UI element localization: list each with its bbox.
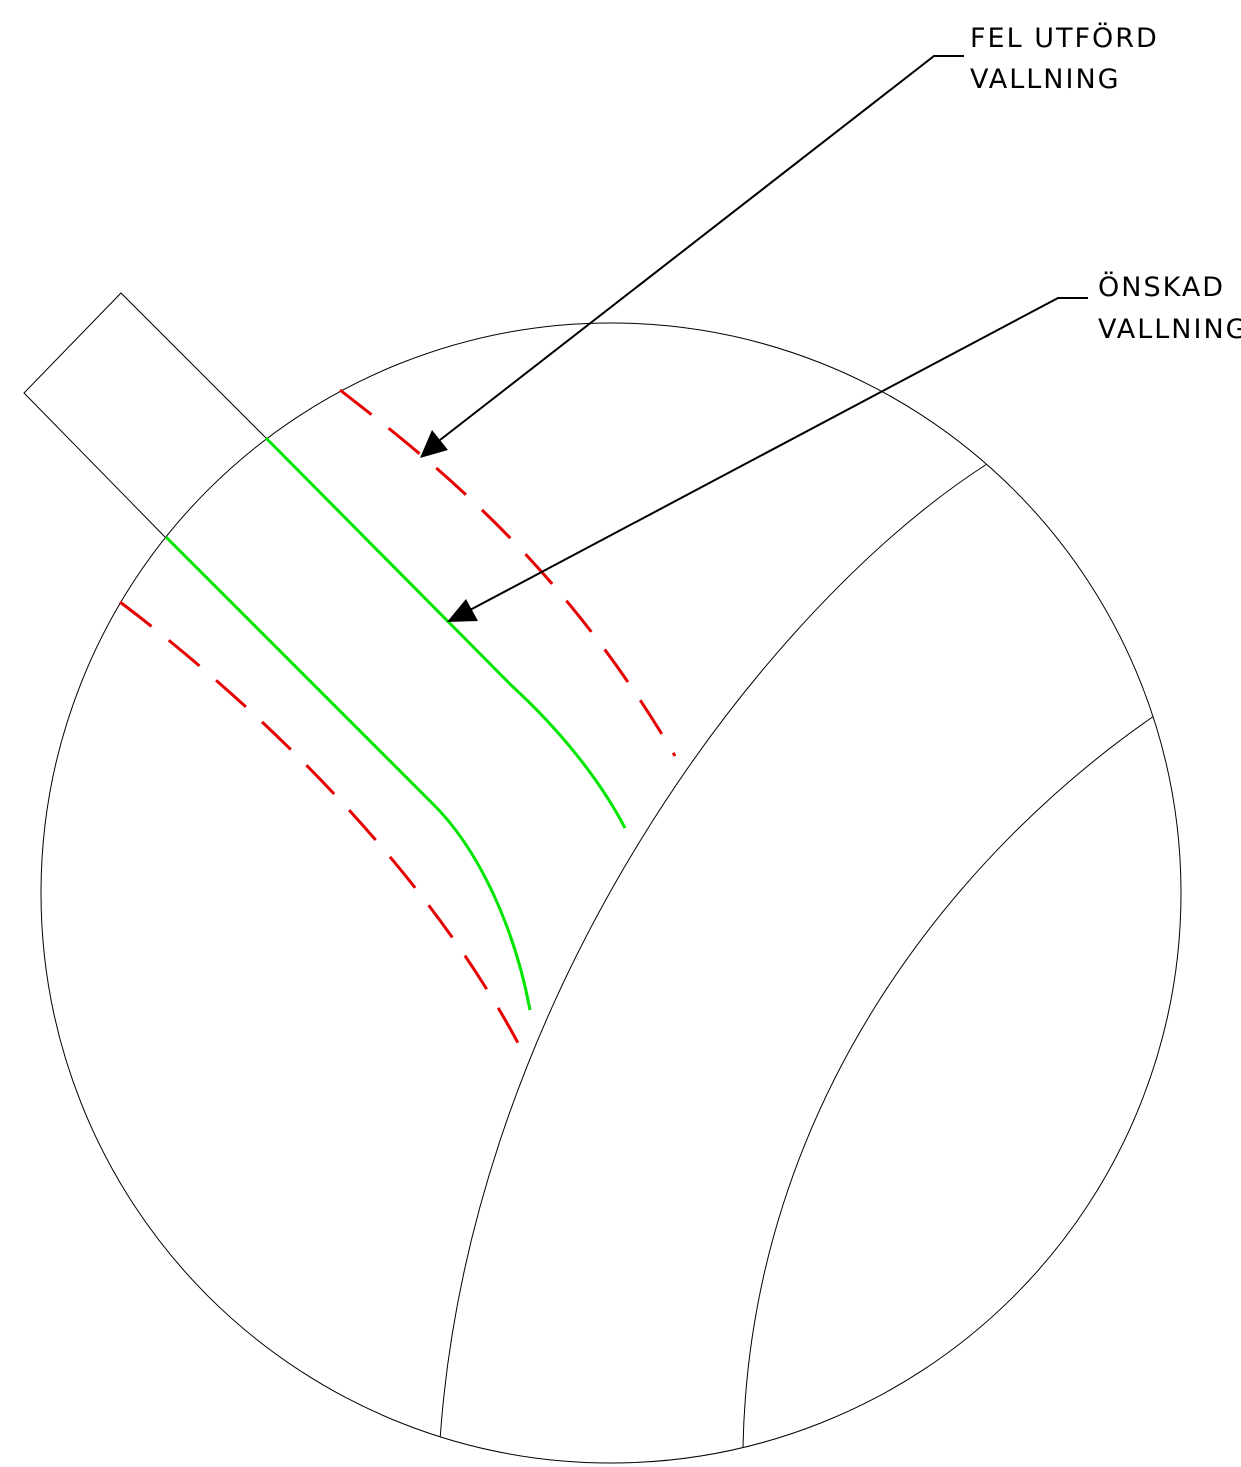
desired-weld-upper xyxy=(264,436,627,829)
leaders xyxy=(439,55,1088,611)
leader-wrong xyxy=(439,55,964,441)
label-desired-line1: ÖNSKAD xyxy=(1098,271,1225,303)
wrong-weld-lower xyxy=(119,600,520,1044)
plate-edges xyxy=(439,463,1155,1448)
leader-desired xyxy=(469,297,1088,611)
desired-weld-lower xyxy=(164,535,532,1011)
plate-edge-lower xyxy=(742,715,1155,1448)
wrong-weld-upper xyxy=(339,388,677,757)
desired-weld xyxy=(164,436,627,1011)
label-wrong-line2: VALLNING xyxy=(970,64,1121,95)
tube-outline xyxy=(23,292,269,538)
label-desired-line2: VALLNING xyxy=(1098,314,1241,345)
wrong-weld xyxy=(119,388,677,1044)
detail-circle xyxy=(40,322,1182,1464)
plate-edge-upper xyxy=(439,463,988,1441)
arrowhead-wrong xyxy=(420,430,448,458)
arrowheads xyxy=(420,430,478,622)
tube xyxy=(23,292,269,538)
label-wrong-line1: FEL UTFÖRD xyxy=(970,22,1159,54)
arrowhead-desired xyxy=(447,599,478,622)
